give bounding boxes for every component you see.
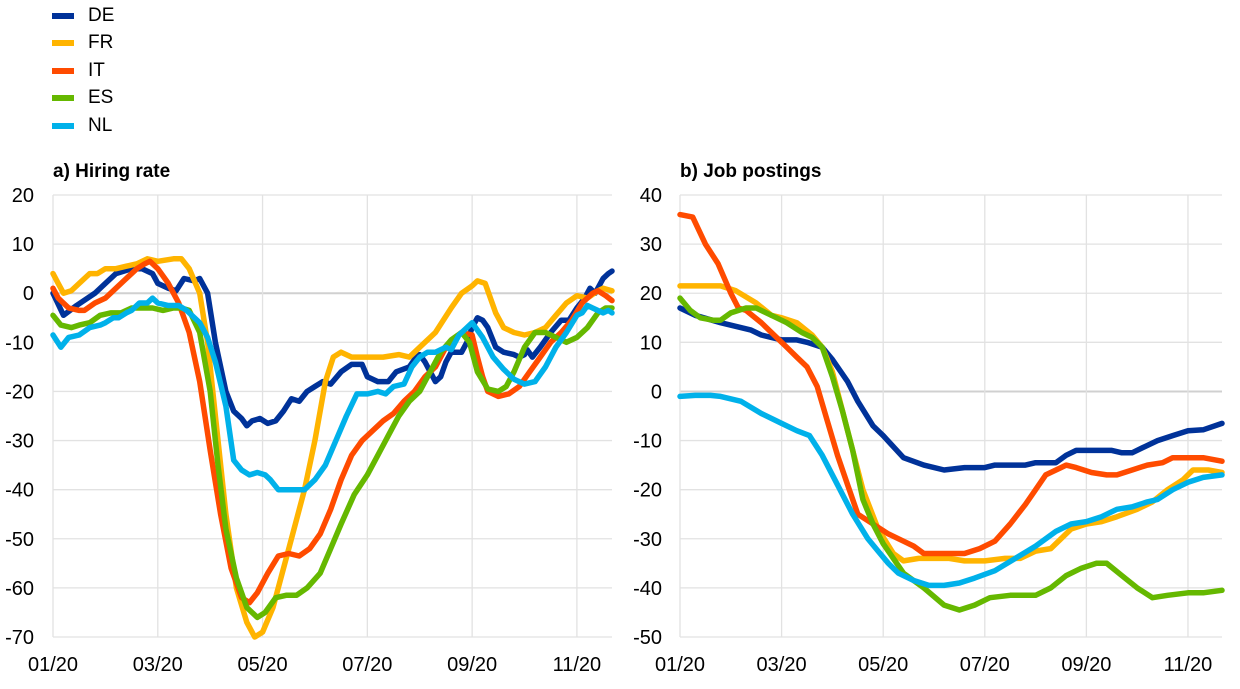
y-tick-label: -60 [5,578,34,600]
legend-label: ES [88,87,114,109]
x-tick-label: 09/20 [1061,654,1111,676]
y-tick-label: -20 [633,480,662,502]
x-tick-label: 03/20 [133,654,183,676]
y-tick-label: -40 [633,578,662,600]
x-tick-label: 07/20 [960,654,1010,676]
series-line-de [50,265,615,429]
y-tick-label: 40 [640,185,662,207]
y-tick-label: 20 [640,283,662,305]
legend-swatch [52,122,74,129]
y-tick-label: -10 [633,431,662,453]
legend-label: IT [88,59,105,81]
series-line-nl [50,295,615,493]
series-line-it [50,258,615,606]
x-tick-label: 01/20 [655,654,705,676]
series-line-de [677,305,1225,473]
y-tick-label: 10 [640,332,662,354]
chart-legend: DE FR IT ES NL [52,2,114,140]
y-tick-label: -20 [5,381,34,403]
legend-swatch [52,95,74,102]
x-tick-label: 09/20 [447,654,497,676]
y-tick-label: -70 [5,627,34,649]
y-tick-label: -30 [5,431,34,453]
chart-title: a) Hiring rate [53,161,170,182]
y-tick-label: 20 [12,185,34,207]
y-tick-label: -30 [633,529,662,551]
y-tick-label: 0 [23,283,34,305]
y-tick-label: -40 [5,480,34,502]
y-tick-label: -50 [5,529,34,551]
x-tick-label: 11/20 [1164,654,1213,676]
legend-item-nl: NL [52,112,114,140]
series-line-it [677,211,1225,557]
legend-swatch [52,12,74,19]
legend-label: DE [88,4,115,26]
x-tick-label: 05/20 [858,654,908,676]
series-line-nl [677,392,1225,589]
series-line-fr [677,283,1225,564]
x-tick-label: 03/20 [757,654,807,676]
legend-swatch [52,67,74,74]
legend-label: NL [88,114,113,136]
y-tick-label: 30 [640,234,662,256]
x-tick-label: 07/20 [342,654,392,676]
legend-swatch [52,40,74,47]
x-tick-label: 05/20 [238,654,288,676]
legend-item-it: IT [52,57,114,85]
x-tick-label: 11/20 [553,654,602,676]
series-line-es [677,295,1225,613]
legend-item-fr: FR [52,30,114,58]
series-line-es [50,305,615,621]
series-line-fr [50,256,615,640]
x-tick-label: 01/20 [28,654,78,676]
legend-item-de: DE [52,2,114,30]
y-tick-label: 10 [12,234,34,256]
legend-label: FR [88,32,114,54]
y-tick-label: -10 [5,332,34,354]
chart-title: b) Job postings [680,161,821,182]
legend-item-es: ES [52,85,114,113]
y-tick-label: -50 [633,627,662,649]
y-tick-label: 0 [651,381,662,403]
